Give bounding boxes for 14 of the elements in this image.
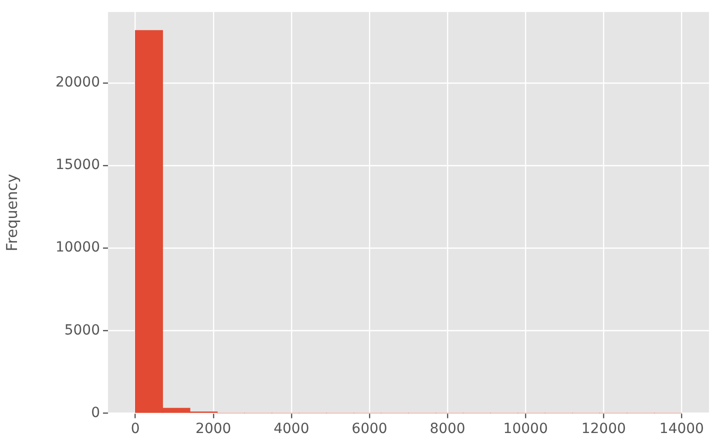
y-tick-label: 0 [91,404,100,421]
y-tick-label: 20000 [55,74,100,91]
y-tick-label: 15000 [55,157,100,174]
y-tick-label: 5000 [64,322,100,338]
x-tick-label: 6000 [352,421,388,438]
x-tick-label: 14000 [659,421,704,438]
y-tick-label: 10000 [55,240,100,256]
x-tick-label: 2000 [196,421,232,438]
x-tick-label: 8000 [430,421,466,438]
x-tick-label: 4000 [274,421,310,438]
x-tick-label: 0 [130,421,140,438]
x-tick-label: 10000 [503,421,548,438]
x-tick-label: 12000 [581,421,626,438]
y-axis-title: Frequency [2,174,21,252]
